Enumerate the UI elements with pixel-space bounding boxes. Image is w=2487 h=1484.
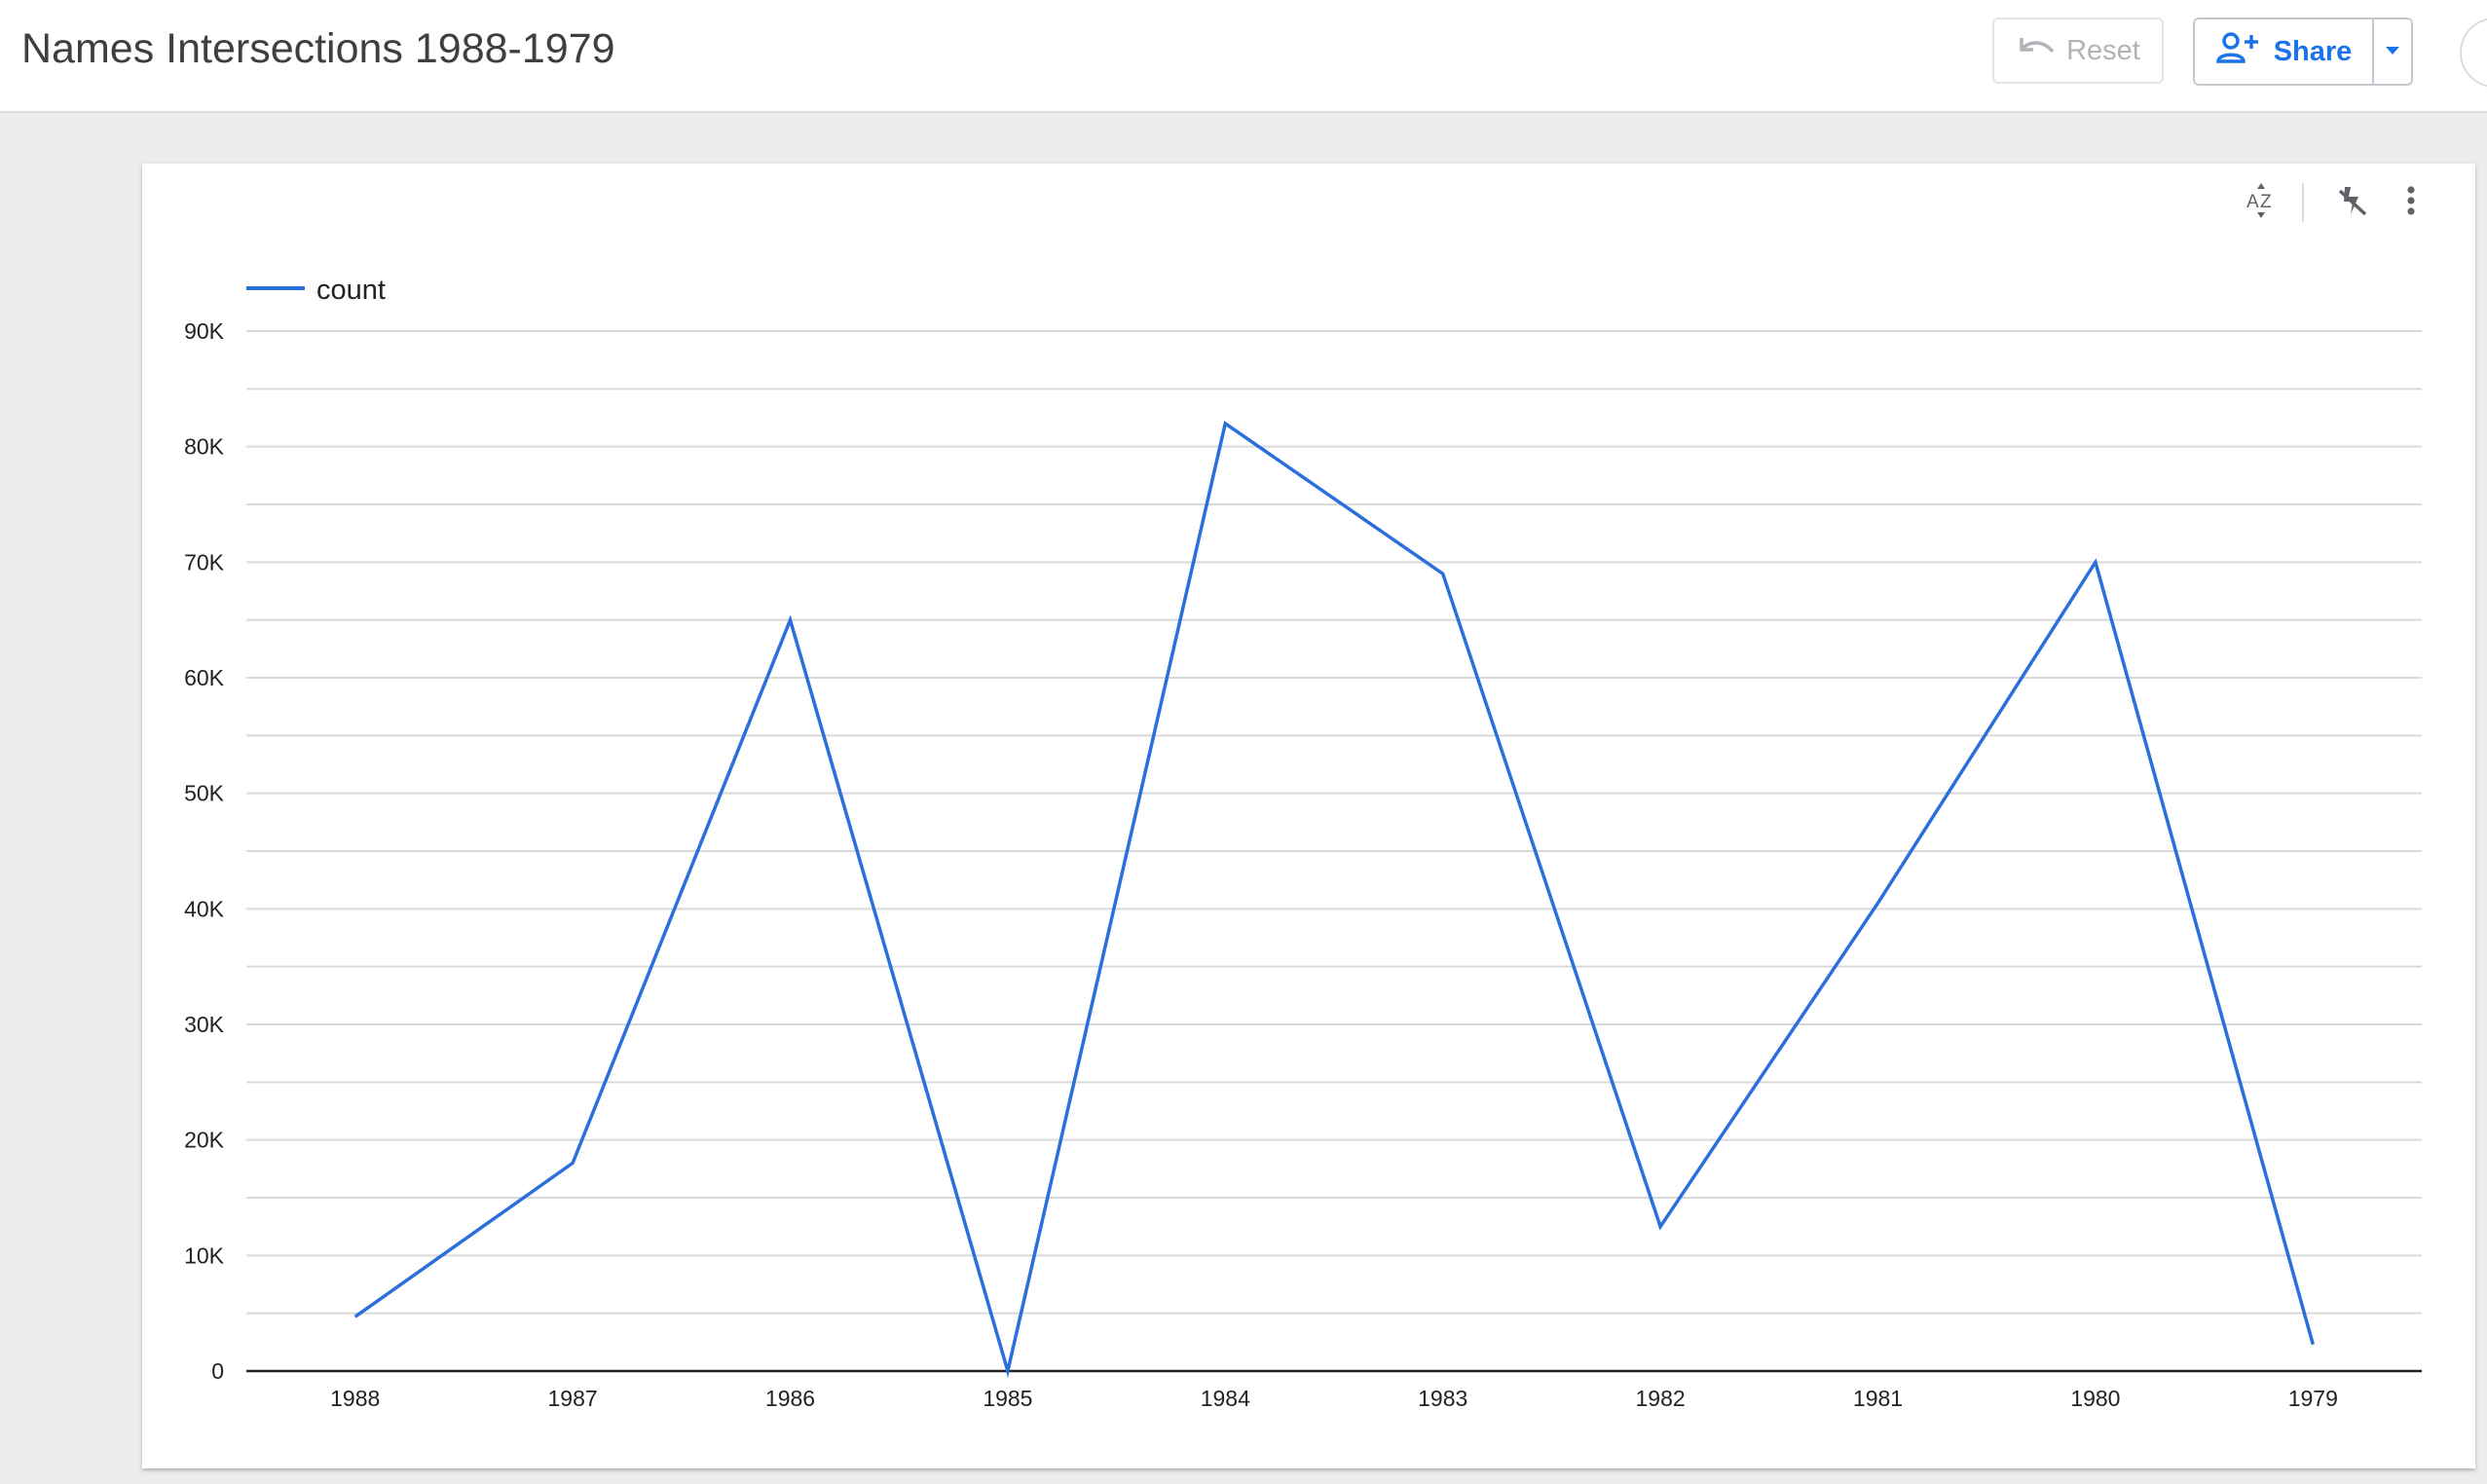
- y-tick-label: 50K: [184, 781, 225, 806]
- cross-filter-off-icon: [2335, 183, 2370, 223]
- y-tick-label: 70K: [184, 549, 225, 575]
- x-tick-label: 1987: [548, 1386, 598, 1411]
- y-tick-label: 30K: [184, 1012, 225, 1037]
- data-point[interactable]: [2307, 1339, 2319, 1351]
- toolbar-divider: [2302, 183, 2304, 222]
- y-tick-label: 90K: [184, 318, 225, 344]
- sort-button[interactable]: A Z: [2240, 181, 2283, 224]
- x-tick-label: 1982: [1636, 1386, 1686, 1411]
- x-tick-label: 1980: [2070, 1386, 2120, 1411]
- y-tick-label: 40K: [184, 896, 225, 921]
- grid-layer: [246, 330, 2422, 1315]
- report-canvas: [142, 164, 2475, 1468]
- chart-toolbar: A Z: [2240, 181, 2432, 224]
- person-add-icon: [2215, 31, 2260, 72]
- cross-filter-button[interactable]: [2331, 181, 2374, 224]
- svg-text:A: A: [2246, 192, 2259, 212]
- undo-icon: [2016, 32, 2057, 69]
- legend-label-count: count: [316, 275, 386, 306]
- share-button[interactable]: Share: [2195, 19, 2374, 84]
- reset-button[interactable]: Reset: [1992, 18, 2164, 84]
- series-line-count[interactable]: [353, 421, 2315, 1378]
- more-options-button[interactable]: [2390, 181, 2432, 224]
- legend[interactable]: count: [246, 275, 386, 306]
- x-tick-label: 1984: [1201, 1386, 1250, 1411]
- y-tick-label: 10K: [184, 1243, 225, 1268]
- x-tick-label: 1988: [330, 1386, 380, 1411]
- data-point[interactable]: [567, 1157, 578, 1169]
- x-tick-label: 1985: [983, 1386, 1032, 1411]
- share-button-group: Share: [2193, 18, 2413, 86]
- data-point[interactable]: [350, 1311, 361, 1322]
- report-header: Names Intersections 1988-1979 Reset Shar…: [0, 0, 2487, 113]
- reset-label: Reset: [2066, 34, 2140, 66]
- x-tick-label: 1983: [1418, 1386, 1467, 1411]
- data-point[interactable]: [2090, 556, 2101, 568]
- y-tick-label: 20K: [184, 1128, 225, 1153]
- x-tick-label: 1986: [765, 1386, 815, 1411]
- data-point[interactable]: [785, 614, 797, 626]
- sort-az-icon: A Z: [2244, 181, 2279, 225]
- report-title: Names Intersections 1988-1979: [21, 25, 615, 72]
- y-tick-label: 80K: [184, 434, 225, 460]
- share-label: Share: [2273, 35, 2353, 67]
- series-layer: [350, 418, 2319, 1378]
- data-point[interactable]: [1002, 1365, 1014, 1377]
- share-dropdown-button[interactable]: [2374, 19, 2411, 84]
- svg-text:Z: Z: [2260, 192, 2272, 212]
- x-tick-label: 1979: [2288, 1386, 2338, 1411]
- data-point[interactable]: [1437, 568, 1449, 579]
- data-point[interactable]: [1654, 1221, 1666, 1233]
- y-tick-label: 60K: [184, 665, 225, 690]
- x-tick-label: 1981: [1853, 1386, 1903, 1411]
- caret-down-icon: [2385, 43, 2400, 60]
- data-point[interactable]: [1219, 418, 1231, 429]
- data-point[interactable]: [1873, 897, 1884, 909]
- axis-layer: 0 10K 20K 30K 40K 50K 60K 70K 80K 90K 1988 1987 1986…: [184, 318, 2422, 1411]
- more-vert-icon: [2405, 183, 2417, 223]
- y-tick-label: 0: [211, 1358, 224, 1384]
